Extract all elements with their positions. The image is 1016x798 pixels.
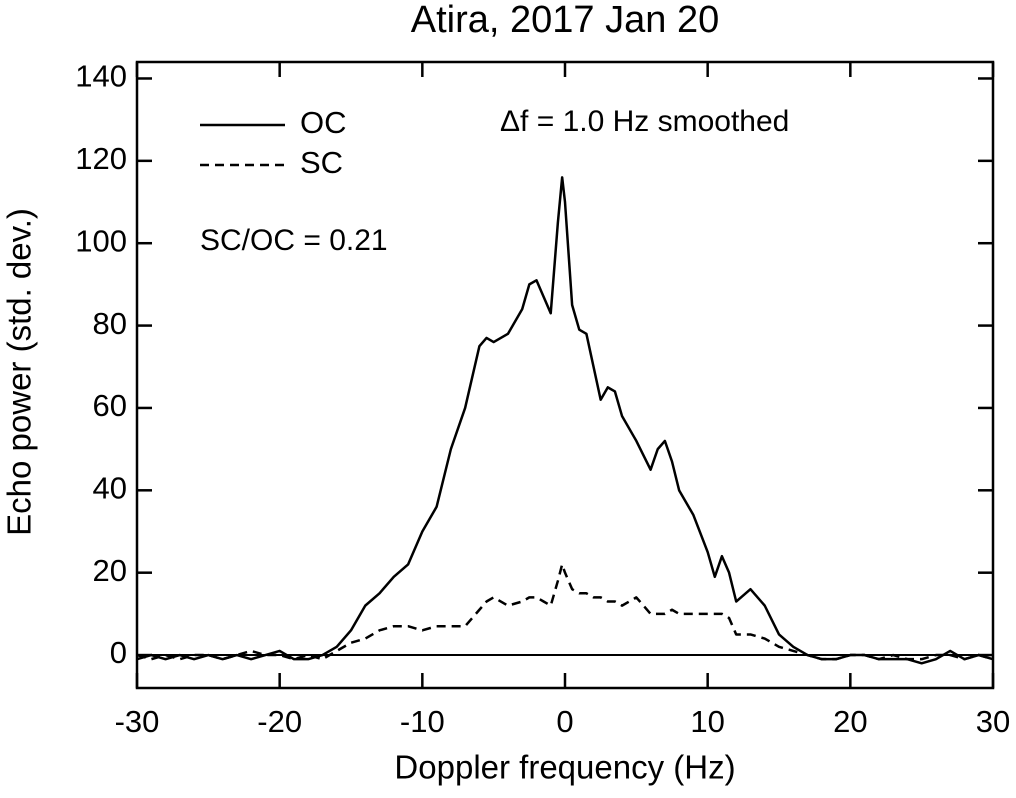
y-tick-label: 60	[93, 388, 127, 423]
x-tick-label: 10	[690, 704, 724, 739]
y-tick-label: 140	[75, 59, 127, 94]
x-tick-label: 20	[833, 704, 867, 739]
plot-frame	[135, 60, 995, 690]
legend-label: OC	[300, 105, 347, 140]
y-axis-label: Echo power (std. dev.)	[1, 208, 38, 536]
y-tick-label: 80	[93, 306, 127, 341]
y-tick-label: 40	[93, 471, 127, 506]
x-tick-label: -10	[400, 704, 445, 739]
y-tick-label: 120	[75, 141, 127, 176]
x-tick-label: 0	[556, 704, 573, 739]
annotation: SC/OC = 0.21	[200, 224, 388, 257]
y-tick-label: 20	[93, 553, 127, 588]
y-tick-label: 100	[75, 223, 127, 258]
x-axis-label: Doppler frequency (Hz)	[394, 749, 735, 786]
data-line	[136, 563, 994, 661]
x-tick-label: -30	[115, 704, 160, 739]
legend-label: SC	[300, 145, 343, 180]
x-tick-label: 30	[976, 704, 1010, 739]
x-tick-label: -20	[257, 704, 302, 739]
annotation: Δf = 1.0 Hz smoothed	[500, 105, 789, 138]
chart-title: Atira, 2017 Jan 20	[411, 0, 719, 41]
y-tick-label: 0	[110, 635, 127, 670]
